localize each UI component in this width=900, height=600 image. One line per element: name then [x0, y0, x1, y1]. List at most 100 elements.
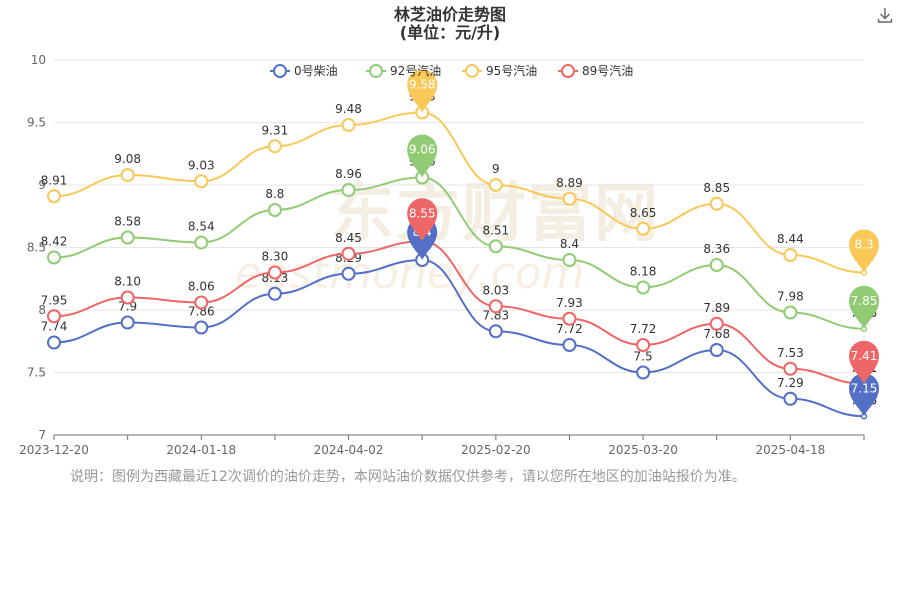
max-pin-shape	[407, 198, 438, 242]
data-point[interactable]	[783, 391, 798, 406]
y-tick-label: 8.5	[27, 241, 46, 255]
data-label: 9.08	[114, 152, 141, 166]
min-pin: 7.41	[849, 340, 879, 384]
legend-marker	[273, 64, 287, 78]
data-label: 9.48	[335, 102, 362, 116]
data-point[interactable]	[47, 309, 61, 324]
data-point[interactable]	[783, 361, 798, 376]
y-tick-label: 10	[31, 53, 46, 67]
data-point[interactable]	[636, 280, 651, 295]
data-label: 8.36	[703, 242, 730, 256]
legend[interactable]: 0号柴油 92号汽油 95号汽油 89号汽油	[270, 63, 633, 78]
data-point[interactable]	[47, 189, 61, 204]
data-point[interactable]	[783, 248, 798, 262]
min-pin-label: 8.3	[854, 238, 873, 252]
x-tick-label: 2025-02-20	[461, 443, 531, 457]
data-point[interactable]	[194, 295, 209, 310]
legend-label: 95号汽油	[486, 63, 537, 78]
data-label: 7.86	[188, 305, 215, 319]
data-point[interactable]	[194, 320, 209, 335]
data-point[interactable]	[341, 118, 356, 132]
max-pin-shape	[407, 134, 438, 178]
data-label: 7.74	[41, 320, 68, 334]
data-label: 8.44	[777, 232, 804, 246]
grid	[54, 59, 864, 436]
data-label: 7.98	[777, 290, 804, 304]
data-point[interactable]	[636, 365, 651, 380]
legend-item-1[interactable]: 92号汽油	[366, 63, 441, 78]
legend-label: 0号柴油	[294, 64, 338, 78]
legend-item-3[interactable]: 89号汽油	[558, 63, 633, 78]
legend-marker	[465, 64, 479, 78]
data-point[interactable]	[488, 178, 503, 192]
data-point[interactable]	[120, 230, 135, 245]
max-pin-label: 8.55	[409, 206, 436, 220]
data-point[interactable]	[636, 338, 651, 352]
x-tick-label: 2025-03-20	[608, 443, 678, 457]
min-pin-shape	[849, 340, 879, 384]
data-point[interactable]	[562, 253, 577, 267]
y-tick-label: 7.5	[27, 366, 46, 380]
data-label: 7.5	[634, 350, 653, 364]
data-point[interactable]	[341, 183, 356, 197]
data-point[interactable]	[194, 174, 209, 189]
data-point[interactable]	[488, 324, 503, 339]
data-point[interactable]	[120, 315, 135, 330]
data-point[interactable]	[47, 250, 61, 265]
data-label: 7.89	[703, 301, 730, 315]
data-point[interactable]	[709, 316, 724, 331]
data-label: 8.42	[41, 235, 68, 249]
x-tick-label: 2023-12-20	[19, 443, 89, 457]
min-pin-label: 7.15	[851, 381, 878, 395]
data-point[interactable]	[562, 311, 577, 326]
data-point[interactable]	[709, 343, 724, 357]
data-point[interactable]	[120, 168, 135, 182]
data-point[interactable]	[709, 196, 724, 211]
data-point[interactable]	[267, 139, 282, 154]
data-label: 8.06	[188, 280, 215, 294]
legend-label: 89号汽油	[582, 63, 633, 78]
min-pin-label: 7.85	[851, 294, 878, 308]
legend-item-2[interactable]: 95号汽油	[462, 63, 537, 78]
max-pin-label: 9.06	[409, 143, 436, 157]
data-label: 8.51	[482, 223, 509, 237]
data-point[interactable]	[120, 290, 135, 305]
data-label: 7.95	[41, 293, 68, 307]
x-tick-label: 2025-04-18	[755, 443, 825, 457]
max-pin: 9.58	[407, 69, 438, 113]
data-point[interactable]	[488, 239, 503, 254]
data-point[interactable]	[194, 235, 209, 250]
data-label: 9.31	[262, 123, 289, 137]
data-point[interactable]	[47, 335, 61, 350]
legend-marker	[369, 64, 383, 78]
data-point[interactable]	[341, 246, 356, 261]
y-tick-label: 9.5	[27, 116, 46, 130]
data-label: 8.58	[114, 215, 141, 229]
legend-marker	[561, 64, 575, 78]
data-point[interactable]	[636, 221, 651, 236]
data-point[interactable]	[709, 258, 724, 272]
data-label: 8.54	[188, 220, 215, 234]
data-point[interactable]	[562, 338, 577, 352]
series-layer: 7.747.97.868.138.298.47.837.727.57.687.2…	[41, 69, 879, 420]
pin-layer: 8.4 7.15 9.06 7.85 9.58 8.3 8.55 7.41	[407, 69, 879, 417]
data-label: 7.72	[556, 322, 583, 336]
data-point[interactable]	[783, 305, 798, 320]
data-point[interactable]	[267, 203, 282, 217]
data-label: 8.91	[41, 173, 68, 187]
x-axis: 2023-12-20 2024-01-18 2024-04-02 2025-02-20…	[19, 434, 865, 457]
download-icon[interactable]	[876, 6, 894, 24]
data-point[interactable]	[267, 286, 282, 301]
data-label: 7.83	[482, 308, 509, 322]
min-pin-label: 7.41	[851, 349, 878, 363]
y-tick-label: 7	[38, 428, 46, 442]
data-point[interactable]	[488, 299, 503, 314]
data-label: 7.68	[703, 327, 730, 341]
data-point[interactable]	[562, 191, 577, 206]
data-point[interactable]	[341, 266, 356, 281]
data-label: 7.93	[556, 296, 583, 310]
legend-item-0[interactable]: 0号柴油	[270, 64, 338, 78]
data-label: 8.4	[560, 237, 579, 251]
data-point[interactable]	[267, 265, 282, 280]
